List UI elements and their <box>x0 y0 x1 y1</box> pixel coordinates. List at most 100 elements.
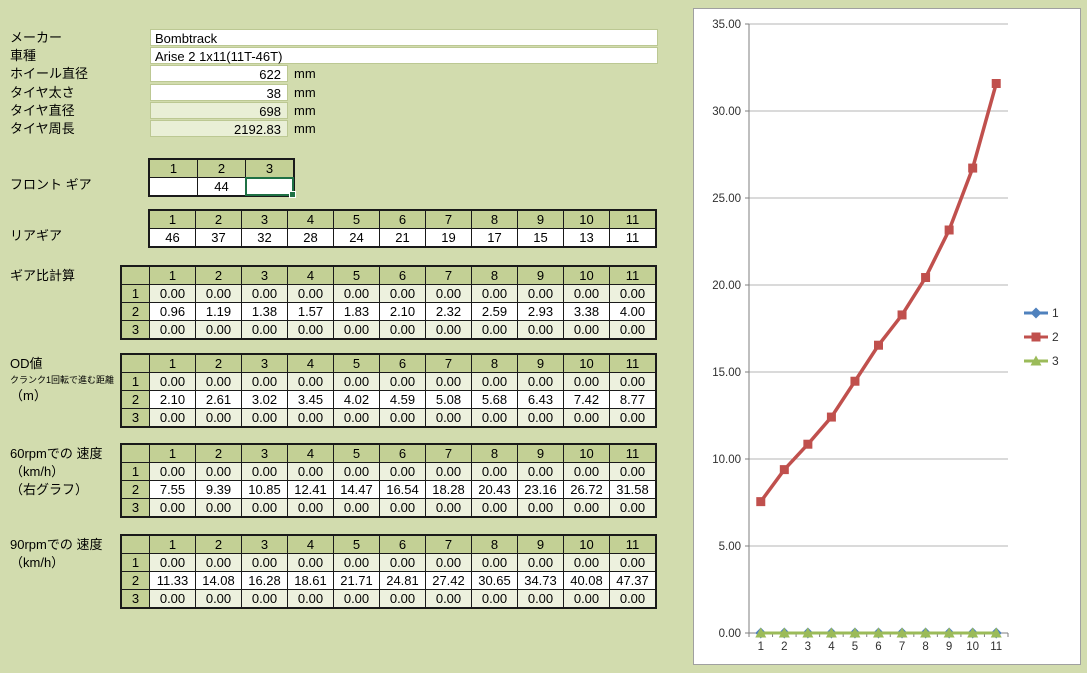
speed-60rpm-value-cell[interactable]: 0.00 <box>288 499 333 516</box>
od-value-cell[interactable]: 0.00 <box>472 409 517 426</box>
od-value-cell[interactable]: 0.00 <box>564 409 609 426</box>
rear-gear-col-header[interactable]: 3 <box>242 211 287 228</box>
rear-gear-col-header[interactable]: 11 <box>610 211 655 228</box>
od-col-header[interactable]: 7 <box>426 355 471 372</box>
speed-90rpm-value-cell[interactable]: 14.08 <box>196 572 241 589</box>
od-value-cell[interactable]: 0.00 <box>426 409 471 426</box>
speed-90rpm-value-cell[interactable]: 0.00 <box>610 554 655 571</box>
od-value-cell[interactable]: 5.68 <box>472 391 517 408</box>
rear-gear-value-cell[interactable]: 15 <box>518 229 563 246</box>
od-value-cell[interactable]: 0.00 <box>380 409 425 426</box>
gear-ratio-col-header[interactable]: 5 <box>334 267 379 284</box>
speed-60rpm-corner-cell[interactable] <box>122 445 149 462</box>
speed-60rpm-col-header[interactable]: 9 <box>518 445 563 462</box>
gear-ratio-value-cell[interactable]: 0.00 <box>288 285 333 302</box>
od-label[interactable]: （m） <box>10 388 47 403</box>
speed-60rpm-value-cell[interactable]: 0.00 <box>380 463 425 480</box>
od-value-cell[interactable]: 0.00 <box>426 373 471 390</box>
gear-ratio-value-cell[interactable]: 0.00 <box>150 285 195 302</box>
gear-ratio-label[interactable]: ギア比計算 <box>10 268 76 283</box>
gear-ratio-col-header[interactable]: 3 <box>242 267 287 284</box>
gear-ratio-value-cell[interactable]: 0.00 <box>472 285 517 302</box>
od-col-header[interactable]: 6 <box>380 355 425 372</box>
speed-90rpm-value-cell[interactable]: 16.28 <box>242 572 287 589</box>
gear-ratio-value-cell[interactable]: 0.00 <box>564 285 609 302</box>
maker-label[interactable]: メーカー <box>10 30 63 45</box>
gear-ratio-col-header[interactable]: 2 <box>196 267 241 284</box>
od-value-cell[interactable]: 3.02 <box>242 391 287 408</box>
rear-gear-value-cell[interactable]: 32 <box>242 229 287 246</box>
speed-90rpm-corner-cell[interactable] <box>122 536 149 553</box>
wheel-diameter-value-cell[interactable]: 622 <box>150 65 288 82</box>
od-value-cell[interactable]: 0.00 <box>196 373 241 390</box>
speed-60rpm-row-header[interactable]: 2 <box>122 481 149 498</box>
rear-gear-value-cell[interactable]: 24 <box>334 229 379 246</box>
speed-60rpm-value-cell[interactable]: 0.00 <box>610 463 655 480</box>
speed-90rpm-col-header[interactable]: 7 <box>426 536 471 553</box>
gear-ratio-value-cell[interactable]: 0.00 <box>196 321 241 338</box>
od-col-header[interactable]: 9 <box>518 355 563 372</box>
od-col-header[interactable]: 2 <box>196 355 241 372</box>
gear-ratio-corner-cell[interactable] <box>122 267 149 284</box>
od-value-cell[interactable]: 0.00 <box>518 373 563 390</box>
speed-60rpm-col-header[interactable]: 1 <box>150 445 195 462</box>
od-row-header[interactable]: 2 <box>122 391 149 408</box>
od-value-cell[interactable]: 0.00 <box>610 409 655 426</box>
speed-90rpm-value-cell[interactable]: 24.81 <box>380 572 425 589</box>
speed-60rpm-value-cell[interactable]: 0.00 <box>564 499 609 516</box>
rear-gear-value-cell[interactable]: 13 <box>564 229 609 246</box>
maker-value-cell[interactable]: Bombtrack <box>150 29 658 46</box>
speed-90rpm-col-header[interactable]: 10 <box>564 536 609 553</box>
speed-60rpm-value-cell[interactable]: 0.00 <box>426 499 471 516</box>
speed-60rpm-value-cell[interactable]: 9.39 <box>196 481 241 498</box>
od-col-header[interactable]: 11 <box>610 355 655 372</box>
speed-60rpm-value-cell[interactable]: 0.00 <box>196 463 241 480</box>
gear-ratio-value-cell[interactable]: 0.00 <box>380 285 425 302</box>
speed-60rpm-value-cell[interactable]: 0.00 <box>196 499 241 516</box>
od-value-cell[interactable]: 0.00 <box>564 373 609 390</box>
speed-60rpm-value-cell[interactable]: 0.00 <box>518 463 563 480</box>
od-value-cell[interactable]: 0.00 <box>242 409 287 426</box>
speed-90rpm-value-cell[interactable]: 0.00 <box>196 590 241 607</box>
gear-ratio-value-cell[interactable]: 0.96 <box>150 303 195 320</box>
gear-ratio-value-cell[interactable]: 0.00 <box>472 321 517 338</box>
speed-90rpm-value-cell[interactable]: 11.33 <box>150 572 195 589</box>
speed-90rpm-value-cell[interactable]: 0.00 <box>564 554 609 571</box>
speed-90rpm-value-cell[interactable]: 0.00 <box>472 590 517 607</box>
od-corner-cell[interactable] <box>122 355 149 372</box>
speed-90rpm-value-cell[interactable]: 0.00 <box>564 590 609 607</box>
speed-60rpm-value-cell[interactable]: 0.00 <box>288 463 333 480</box>
speed-60rpm-value-cell[interactable]: 18.28 <box>426 481 471 498</box>
speed-90rpm-value-cell[interactable]: 0.00 <box>150 554 195 571</box>
od-value-cell[interactable]: 0.00 <box>288 409 333 426</box>
front-gear-value-cell[interactable] <box>150 178 197 195</box>
front-gear-col-header[interactable]: 2 <box>198 160 245 177</box>
speed-90rpm-value-cell[interactable]: 0.00 <box>518 554 563 571</box>
speed-60rpm-col-header[interactable]: 2 <box>196 445 241 462</box>
od-col-header[interactable]: 4 <box>288 355 333 372</box>
gear-ratio-value-cell[interactable]: 4.00 <box>610 303 655 320</box>
od-value-cell[interactable]: 4.02 <box>334 391 379 408</box>
od-value-cell[interactable]: 0.00 <box>334 409 379 426</box>
gear-ratio-value-cell[interactable]: 0.00 <box>242 285 287 302</box>
od-value-cell[interactable]: 0.00 <box>334 373 379 390</box>
speed-90rpm-value-cell[interactable]: 0.00 <box>426 590 471 607</box>
gear-ratio-value-cell[interactable]: 0.00 <box>242 321 287 338</box>
speed-60rpm-value-cell[interactable]: 0.00 <box>472 463 517 480</box>
speed-90rpm-col-header[interactable]: 9 <box>518 536 563 553</box>
speed-90rpm-value-cell[interactable]: 0.00 <box>196 554 241 571</box>
speed-60rpm-value-cell[interactable]: 10.85 <box>242 481 287 498</box>
speed-90rpm-value-cell[interactable]: 0.00 <box>518 590 563 607</box>
gear-ratio-value-cell[interactable]: 0.00 <box>518 321 563 338</box>
gear-ratio-col-header[interactable]: 10 <box>564 267 609 284</box>
od-col-header[interactable]: 8 <box>472 355 517 372</box>
rear-gear-value-cell[interactable]: 17 <box>472 229 517 246</box>
gear-ratio-value-cell[interactable]: 0.00 <box>334 285 379 302</box>
speed-60rpm-value-cell[interactable]: 31.58 <box>610 481 655 498</box>
speed-90rpm-value-cell[interactable]: 0.00 <box>288 590 333 607</box>
gear-ratio-value-cell[interactable]: 0.00 <box>610 285 655 302</box>
od-value-cell[interactable]: 6.43 <box>518 391 563 408</box>
od-col-header[interactable]: 3 <box>242 355 287 372</box>
speed-90rpm-value-cell[interactable]: 0.00 <box>380 590 425 607</box>
speed-90rpm-row-header[interactable]: 2 <box>122 572 149 589</box>
